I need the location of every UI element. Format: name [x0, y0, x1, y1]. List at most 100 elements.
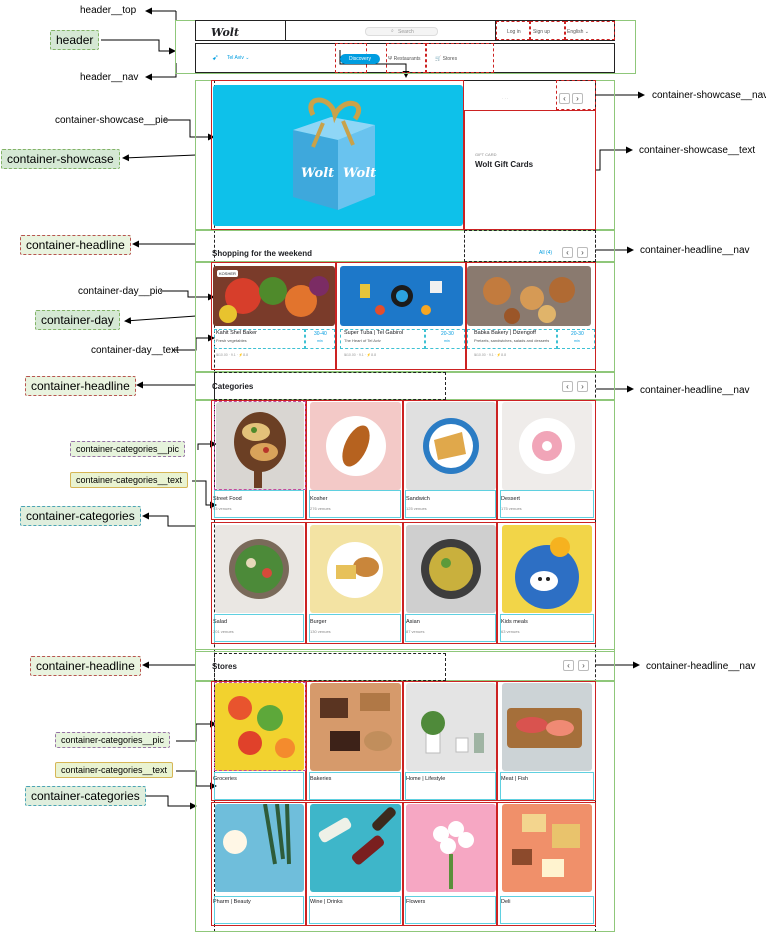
category-text-box-7	[405, 614, 496, 642]
categories-prev-button[interactable]: ‹	[562, 381, 573, 392]
category-pic-dessert[interactable]	[502, 402, 592, 490]
day-card-3-outline	[466, 262, 596, 370]
category-pic-asian[interactable]	[406, 525, 496, 613]
search-placeholder: Search	[398, 29, 414, 35]
tab-discovery[interactable]: Discovery	[340, 54, 380, 64]
store-pic-groceries[interactable]	[215, 683, 304, 771]
location-label: Tel Aviv	[227, 55, 244, 61]
signup-button[interactable]: Sign up	[533, 29, 550, 35]
category-card-3-outline	[403, 400, 497, 520]
header-divider-2	[495, 20, 496, 41]
category-sub-burger: 130 venues	[310, 629, 331, 634]
language-label: English	[567, 29, 584, 35]
store-card-3-outline	[403, 681, 497, 801]
weekend-next-button[interactable]: ›	[577, 247, 588, 258]
category-sub-street-food: 93 venues	[213, 506, 232, 511]
category-card-8-outline	[497, 522, 596, 644]
day-card-3-pic[interactable]	[467, 266, 591, 326]
headline-categories: Categories	[212, 382, 254, 391]
showcase-pic-outline	[211, 80, 464, 230]
category-card-6-outline	[306, 522, 403, 644]
day-card-1-outline	[211, 262, 336, 370]
box-logo-right: Wolt	[343, 166, 376, 181]
day-card-1-unit: min	[317, 339, 323, 343]
label-categories-1: container-categories	[20, 506, 141, 526]
day-card-1-title: Kahit Shel Baker	[216, 330, 257, 336]
category-title-dessert: Dessert	[501, 496, 520, 502]
day-card-3-time-box	[557, 329, 595, 349]
label-header-nav: header__nav	[80, 72, 139, 83]
store-text-box-8	[500, 896, 594, 924]
category-pic-burger[interactable]	[310, 525, 401, 613]
label-headline-1: container-headline	[20, 235, 131, 255]
day-card-2-meta: ₪10.00 · 9.1 · ⚡8.8	[344, 353, 377, 357]
category-card-5-outline	[211, 522, 306, 644]
category-card-2-outline	[306, 400, 403, 520]
see-all-link[interactable]: All (4)	[539, 250, 553, 256]
store-card-1-pic-outline	[214, 682, 306, 771]
showcase-prev-button[interactable]: ‹	[559, 93, 570, 104]
store-pic-wine-drinks[interactable]	[310, 804, 401, 892]
showcase-dots: · · ·	[502, 96, 509, 101]
store-pic-home-lifestyle[interactable]	[406, 683, 496, 771]
tab-stores[interactable]: 🛒 Stores	[435, 56, 457, 62]
label-day: container-day	[35, 310, 120, 330]
category-sub-kids-meals: 63 venues	[501, 629, 520, 634]
headline-categories-title-box	[214, 372, 446, 400]
headline-weekend-nav-box	[464, 230, 596, 262]
category-pic-sandwich[interactable]	[406, 402, 496, 490]
headline-stores: Stores	[212, 662, 237, 671]
category-sub-salad: 201 venues	[213, 629, 234, 634]
label-day-text: container-day__text	[91, 345, 179, 356]
store-pic-pharm-beauty[interactable]	[215, 804, 304, 892]
label-categories-2: container-categories	[25, 786, 146, 806]
tab-restaurants[interactable]: Ψ Restaurants	[388, 56, 421, 62]
location-selector[interactable]: Tel Aviv ⌄	[227, 55, 249, 61]
stores-next-button[interactable]: ›	[578, 660, 589, 671]
signup-box	[530, 21, 565, 40]
category-card-4-outline	[497, 400, 596, 520]
tab-stores-label: Stores	[442, 56, 458, 62]
restaurant-icon: Ψ	[388, 56, 393, 62]
day-card-1-time: 30-40	[314, 331, 327, 337]
label-categories-text-2: container-categories__text	[55, 762, 174, 778]
day-card-2-outline	[336, 262, 466, 370]
login-button[interactable]: Log in	[507, 29, 521, 35]
category-pic-kosher[interactable]	[310, 402, 401, 490]
showcase-pic: Wolt Wolt	[213, 85, 463, 226]
headline-weekend-row	[195, 230, 615, 262]
category-pic-salad[interactable]	[215, 525, 304, 613]
category-pic-street-food[interactable]	[216, 402, 304, 490]
day-card-2-pic[interactable]	[340, 266, 463, 326]
store-pic-flowers[interactable]	[406, 804, 496, 892]
store-pic-bakeries[interactable]	[310, 683, 401, 771]
showcase-next-button[interactable]: ›	[572, 93, 583, 104]
day-card-3-text-box	[467, 329, 557, 349]
chevron-down-icon: ⌄	[245, 55, 250, 61]
store-card-2-outline	[306, 681, 403, 801]
category-title-street-food: Street Food	[213, 496, 242, 502]
store-title-deli: Deli	[501, 899, 511, 905]
day-card-2-time-box	[425, 329, 465, 349]
store-title-flowers: Flowers	[406, 899, 426, 905]
label-showcase-nav: container-showcase__nav	[652, 90, 766, 101]
showcase-title[interactable]: Wolt Gift Cards	[475, 160, 534, 169]
weekend-prev-button[interactable]: ‹	[562, 247, 573, 258]
day-card-1-pic[interactable]: KOSHER	[213, 266, 335, 326]
language-selector[interactable]: English ⌄	[567, 29, 589, 35]
wolt-logo[interactable]: Wolt	[211, 26, 240, 39]
store-title-meat-fish: Meat | Fish	[501, 776, 529, 782]
category-title-kosher: Kosher	[310, 496, 328, 502]
login-box	[496, 21, 530, 40]
day-card-2-text-box	[340, 329, 425, 349]
store-title-home-lifestyle: Home | Lifestyle	[406, 776, 446, 782]
label-showcase-pic: container-showcase__pic	[55, 115, 168, 126]
categories-next-button[interactable]: ›	[577, 381, 588, 392]
category-pic-kids-meals[interactable]	[502, 525, 592, 613]
search-input[interactable]: ⌕ Search	[365, 27, 438, 36]
stores-prev-button[interactable]: ‹	[563, 660, 574, 671]
store-pic-meat-fish[interactable]	[502, 683, 592, 771]
store-title-groceries: Groceries	[213, 776, 237, 782]
store-pic-deli[interactable]	[502, 804, 592, 892]
